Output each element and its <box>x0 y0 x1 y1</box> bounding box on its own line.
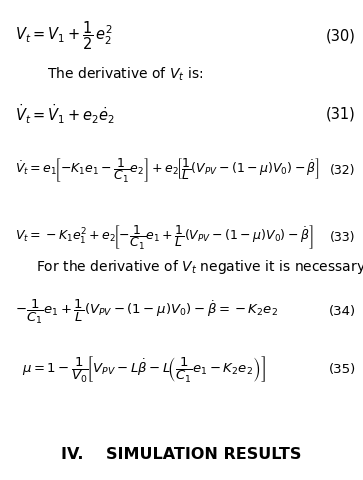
Text: (30): (30) <box>326 28 356 44</box>
Text: (34): (34) <box>329 304 356 318</box>
Text: $V_t = -K_1e_1^2 + e_2\!\left[-\dfrac{1}{C_1}e_1 + \dfrac{1}{L}(V_{PV}-(1-\mu)V_: $V_t = -K_1e_1^2 + e_2\!\left[-\dfrac{1}… <box>15 223 313 251</box>
Text: For the derivative of $V_t$ negative it is necessary to: For the derivative of $V_t$ negative it … <box>36 257 363 276</box>
Text: The derivative of $V_t$ is:: The derivative of $V_t$ is: <box>47 66 203 83</box>
Text: (32): (32) <box>330 164 356 177</box>
Text: $V_t = V_1 + \dfrac{1}{2}\,e_2^2$: $V_t = V_1 + \dfrac{1}{2}\,e_2^2$ <box>15 20 113 52</box>
Text: $\dot{V}_t = \dot{V}_1 + e_2\dot{e}_2$: $\dot{V}_t = \dot{V}_1 + e_2\dot{e}_2$ <box>15 103 115 126</box>
Text: IV.    SIMULATION RESULTS: IV. SIMULATION RESULTS <box>61 446 302 461</box>
Text: (31): (31) <box>326 107 356 122</box>
Text: $\dot{V}_t = e_1\!\left[-K_1e_1 - \dfrac{1}{C_1}e_2\right] + e_2\!\left[\dfrac{1: $\dot{V}_t = e_1\!\left[-K_1e_1 - \dfrac… <box>15 156 319 184</box>
Text: (33): (33) <box>330 230 356 244</box>
Text: $-\dfrac{1}{C_1}e_1 + \dfrac{1}{L}(V_{PV}-(1-\mu)V_0)-\dot{\beta} = -K_2e_2$: $-\dfrac{1}{C_1}e_1 + \dfrac{1}{L}(V_{PV… <box>15 297 277 325</box>
Text: $\mu = 1 - \dfrac{1}{V_0}\!\left[V_{PV} - L\dot{\beta} - L\!\left(\dfrac{1}{C_1}: $\mu = 1 - \dfrac{1}{V_0}\!\left[V_{PV} … <box>22 354 265 384</box>
Text: (35): (35) <box>329 362 356 375</box>
